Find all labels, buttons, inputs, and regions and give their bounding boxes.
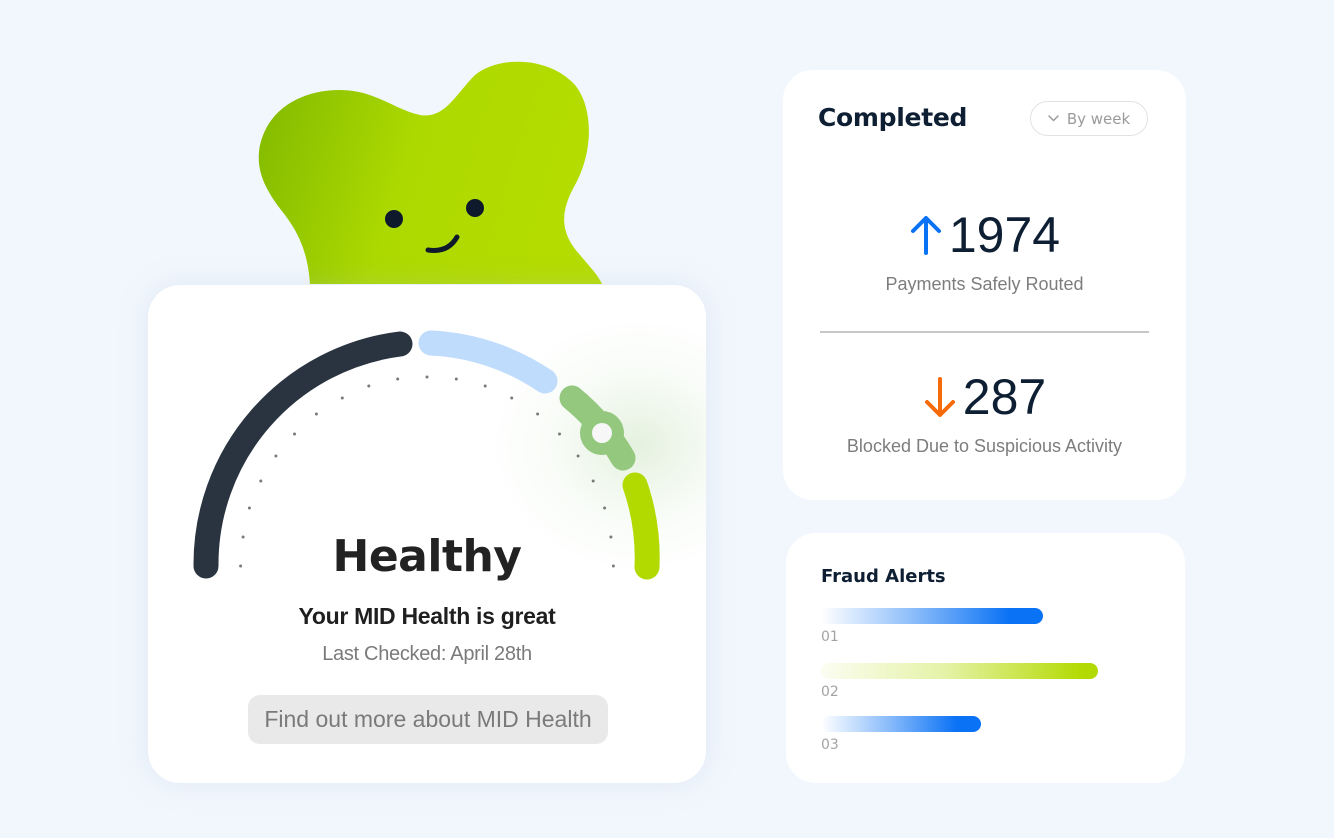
stat-payments-routed: 1974 Payments Safely Routed [783,210,1186,295]
last-checked: Last Checked: April 28th [322,643,532,665]
gauge-segment-excellent [622,472,660,580]
completed-title: Completed [818,103,968,132]
fraud-alert-bar [821,716,981,732]
completed-card: Completed By week 1974 Payments Safely R… [783,70,1186,500]
gauge-ticks [239,375,615,568]
period-select-value: By week [1066,109,1131,128]
fraud-alert-row: 01 [821,608,1043,645]
stat-blocked: 287 Blocked Due to Suspicious Activity [783,372,1186,457]
blocked-label: Blocked Due to Suspicious Activity [846,436,1123,456]
period-select[interactable]: By week [1030,101,1148,136]
arrow-down-icon [924,377,955,417]
arrow-up-icon [910,216,941,255]
health-status: Healthy [332,531,522,582]
health-subtitle: Your MID Health is great [298,603,556,629]
gauge-segment-fair [418,330,558,394]
fraud-alert-bar [821,663,1098,679]
health-gauge [193,330,660,580]
mascot-blob [250,55,610,285]
fraud-alert-label: 02 [821,684,839,700]
fraud-alert-label: 01 [821,629,839,645]
find-out-more-button[interactable]: Find out more about MID Health [248,695,608,744]
mid-health-card: Healthy Your MID Health is great Last Ch… [148,285,706,783]
fraud-alert-bar [821,608,1043,624]
payments-routed-label: Payments Safely Routed [885,274,1084,294]
fraud-alerts-card: Fraud Alerts 01 02 03 [786,533,1185,783]
gauge-indicator-center [592,423,612,443]
blocked-value: 287 [962,369,1047,425]
fraud-alert-row: 02 [821,663,1098,700]
chevron-down-icon [1048,115,1059,122]
fraud-alerts-title: Fraud Alerts [821,566,946,587]
gauge-segment-poor [193,331,413,579]
blob-mascot-icon [258,61,602,284]
fraud-alert-row: 03 [821,716,981,753]
payments-routed-value: 1974 [948,207,1061,263]
stats-divider [820,331,1149,333]
fraud-alert-label: 03 [821,737,839,753]
